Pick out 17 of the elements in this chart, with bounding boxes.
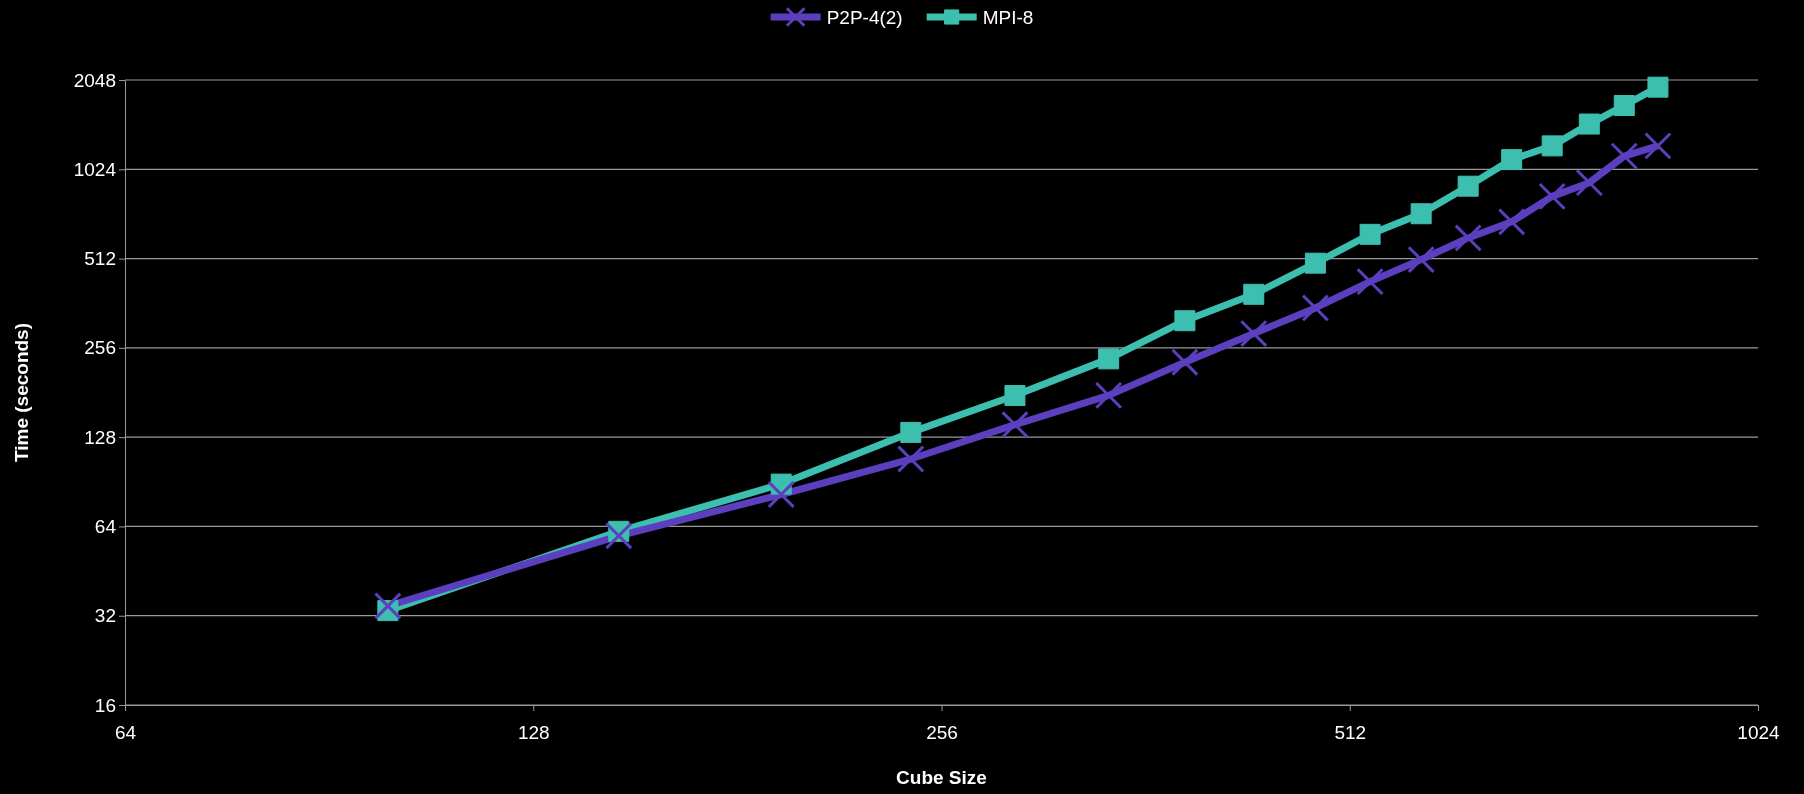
x-tick-label: 128 [517,721,550,743]
y-tick-label: 32 [94,605,116,627]
x-tick-label: 64 [114,721,137,743]
legend-label: MPI-8 [982,7,1034,28]
x-axis-title: Cube Size [896,767,987,788]
y-tick-label: 128 [84,426,116,448]
y-tick-label: 256 [84,337,116,359]
y-tick-label: 512 [84,248,116,270]
y-tick-label: 2048 [73,69,116,91]
x-tick-label: 1024 [1737,721,1781,743]
x-tick-label: 512 [1334,721,1367,743]
y-axis-title: Time (seconds) [11,322,32,463]
y-tick-label: 1024 [73,158,117,180]
y-tick-label: 64 [94,516,117,538]
y-tick-label: 16 [94,694,116,716]
legend-label: P2P-4(2) [826,7,903,28]
x-tick-label: 256 [926,721,958,743]
